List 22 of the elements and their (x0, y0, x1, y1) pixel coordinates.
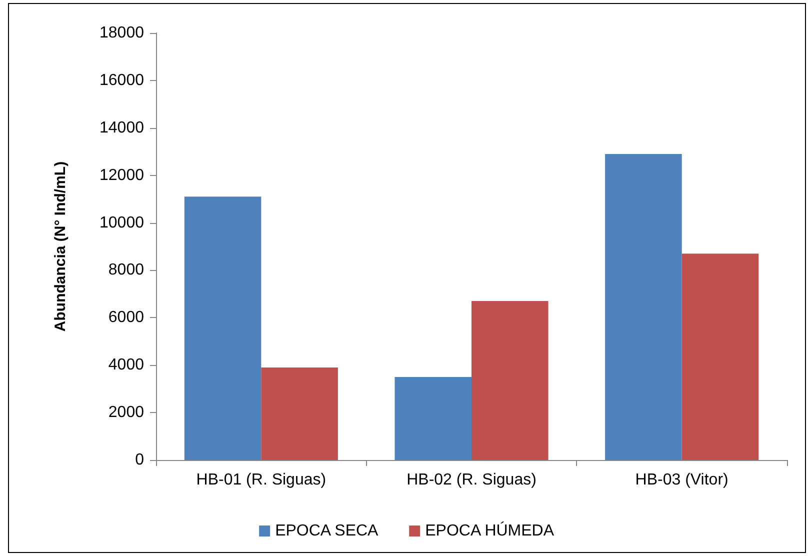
y-tick-label: 0 (135, 452, 144, 468)
bar (394, 376, 472, 460)
y-tick-label: 12000 (100, 166, 144, 184)
bar (472, 301, 548, 460)
bar (261, 367, 338, 460)
bar (605, 154, 682, 460)
y-tick-label: 6000 (108, 309, 144, 326)
x-tick-label: HB-03 (Vitor) (635, 472, 728, 488)
legend-label: EPOCA HÚMEDA (425, 522, 554, 540)
y-axis-title: Abundancia (N° Ind/mL) (52, 161, 69, 332)
x-tick-label: HB-02 (R. Siguas) (406, 472, 536, 488)
bar (184, 196, 262, 460)
x-tick-label: HB-01 (R. Siguas) (196, 472, 326, 488)
legend-label: EPOCA SECA (275, 522, 379, 540)
y-tick-label: 4000 (108, 356, 144, 374)
y-tick-label: 8000 (108, 262, 144, 279)
y-tick-label: 14000 (100, 119, 144, 136)
y-tick-label: 2000 (108, 404, 144, 422)
y-tick-label: 16000 (100, 72, 144, 89)
y-tick-label: 18000 (100, 24, 144, 42)
bar (682, 254, 759, 460)
y-tick-label: 10000 (100, 214, 144, 232)
